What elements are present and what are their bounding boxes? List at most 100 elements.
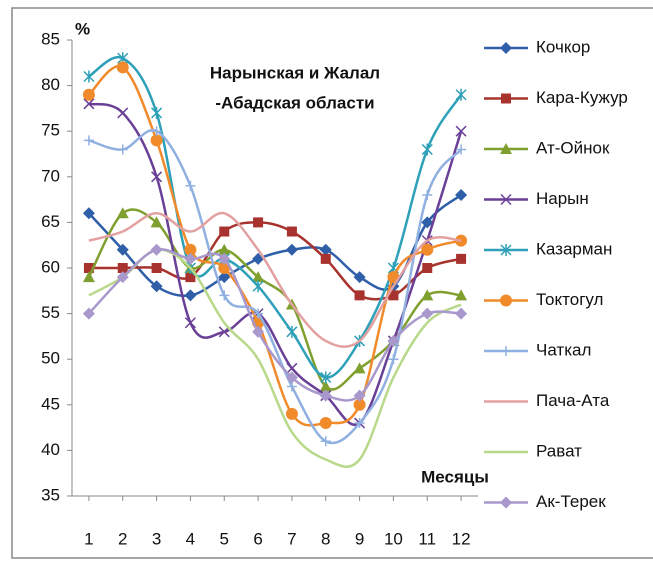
data-point bbox=[320, 371, 332, 384]
data-point bbox=[455, 307, 468, 320]
x-tick-label: 2 bbox=[118, 529, 127, 548]
data-point bbox=[285, 371, 298, 384]
data-point bbox=[83, 98, 95, 110]
legend-marker bbox=[500, 244, 512, 256]
data-point bbox=[455, 289, 468, 301]
data-point bbox=[253, 217, 264, 228]
data-point bbox=[116, 271, 129, 284]
data-point bbox=[455, 88, 467, 101]
data-point bbox=[82, 271, 95, 283]
data-point bbox=[151, 263, 162, 273]
data-point bbox=[353, 389, 366, 402]
data-point bbox=[388, 290, 399, 301]
x-tick-label: 6 bbox=[253, 529, 262, 548]
data-point bbox=[286, 362, 298, 374]
x-tick-label: 11 bbox=[418, 529, 436, 548]
data-point bbox=[422, 263, 433, 273]
data-point bbox=[150, 134, 163, 147]
x-tick-label: 7 bbox=[287, 529, 296, 548]
data-point bbox=[150, 216, 163, 228]
data-point bbox=[320, 253, 331, 264]
data-point bbox=[421, 243, 434, 256]
data-point bbox=[388, 354, 399, 365]
data-point bbox=[285, 243, 298, 256]
legend-marker bbox=[500, 42, 512, 54]
data-point bbox=[253, 308, 264, 319]
legend-label: Казарман bbox=[536, 239, 612, 258]
data-point bbox=[285, 407, 298, 420]
y-axis-label: % bbox=[75, 19, 90, 38]
data-point bbox=[185, 180, 196, 191]
data-point bbox=[218, 271, 231, 284]
legend-marker bbox=[501, 346, 511, 356]
data-point bbox=[83, 263, 94, 273]
data-point bbox=[117, 107, 129, 119]
y-tick-label: 80 bbox=[41, 75, 60, 94]
legend-marker bbox=[500, 143, 512, 154]
data-point bbox=[150, 243, 163, 256]
legend-label: Токтогул bbox=[536, 290, 603, 309]
data-point bbox=[252, 325, 265, 338]
legend-label: Рават bbox=[536, 441, 582, 460]
data-point bbox=[286, 325, 298, 338]
legend-label: Чаткал bbox=[536, 340, 591, 359]
data-point bbox=[455, 189, 468, 202]
legend-marker bbox=[500, 496, 512, 509]
data-point bbox=[117, 144, 128, 155]
data-point bbox=[218, 243, 231, 255]
data-point bbox=[185, 272, 196, 283]
data-point bbox=[116, 207, 129, 219]
y-tick-label: 85 bbox=[41, 29, 60, 48]
legend-label: Кочкор bbox=[536, 37, 590, 56]
x-tick-label: 10 bbox=[384, 529, 403, 548]
data-point bbox=[387, 334, 400, 347]
data-point bbox=[319, 243, 332, 256]
data-point bbox=[456, 144, 467, 155]
data-point bbox=[82, 88, 95, 101]
data-point bbox=[116, 243, 129, 256]
data-point bbox=[184, 289, 197, 302]
x-tick-label: 1 bbox=[84, 529, 93, 548]
legend-label: Ат-Ойнок bbox=[536, 138, 610, 157]
data-point bbox=[353, 398, 366, 411]
x-tick-label: 12 bbox=[452, 529, 471, 548]
data-point bbox=[319, 380, 332, 392]
data-point bbox=[219, 226, 230, 237]
legend-marker bbox=[500, 294, 512, 307]
legend-marker bbox=[501, 93, 511, 104]
data-point bbox=[151, 126, 162, 137]
data-point bbox=[184, 252, 197, 265]
data-point bbox=[421, 307, 434, 320]
data-point bbox=[82, 307, 95, 320]
data-point bbox=[421, 289, 434, 301]
data-point bbox=[116, 61, 129, 74]
data-point bbox=[455, 125, 467, 137]
data-point bbox=[184, 243, 197, 256]
data-point bbox=[219, 290, 230, 301]
data-point bbox=[150, 280, 163, 293]
data-point bbox=[354, 290, 365, 301]
y-tick-label: 40 bbox=[41, 440, 60, 459]
legend-label: Пача-Ата bbox=[536, 391, 610, 410]
data-point bbox=[151, 106, 163, 119]
y-tick-label: 45 bbox=[41, 394, 60, 413]
legend-label: Нарын bbox=[536, 189, 589, 208]
x-tick-label: 8 bbox=[321, 529, 330, 548]
data-point bbox=[456, 253, 467, 264]
x-tick-label: 3 bbox=[152, 529, 161, 548]
x-axis-label: Месяцы bbox=[421, 467, 489, 486]
data-point bbox=[83, 70, 95, 83]
chart-title: Нарынская и Жалал bbox=[210, 63, 380, 82]
legend-label: Ак-Терек bbox=[536, 492, 606, 511]
legend-label: Кара-Кужур bbox=[536, 88, 628, 107]
data-point bbox=[151, 171, 163, 183]
y-tick-label: 55 bbox=[41, 303, 60, 322]
data-point bbox=[421, 143, 433, 156]
data-point bbox=[252, 271, 265, 283]
y-tick-label: 60 bbox=[41, 257, 60, 276]
x-tick-label: 4 bbox=[186, 529, 195, 548]
y-tick-label: 70 bbox=[41, 166, 60, 185]
data-point bbox=[83, 135, 94, 146]
